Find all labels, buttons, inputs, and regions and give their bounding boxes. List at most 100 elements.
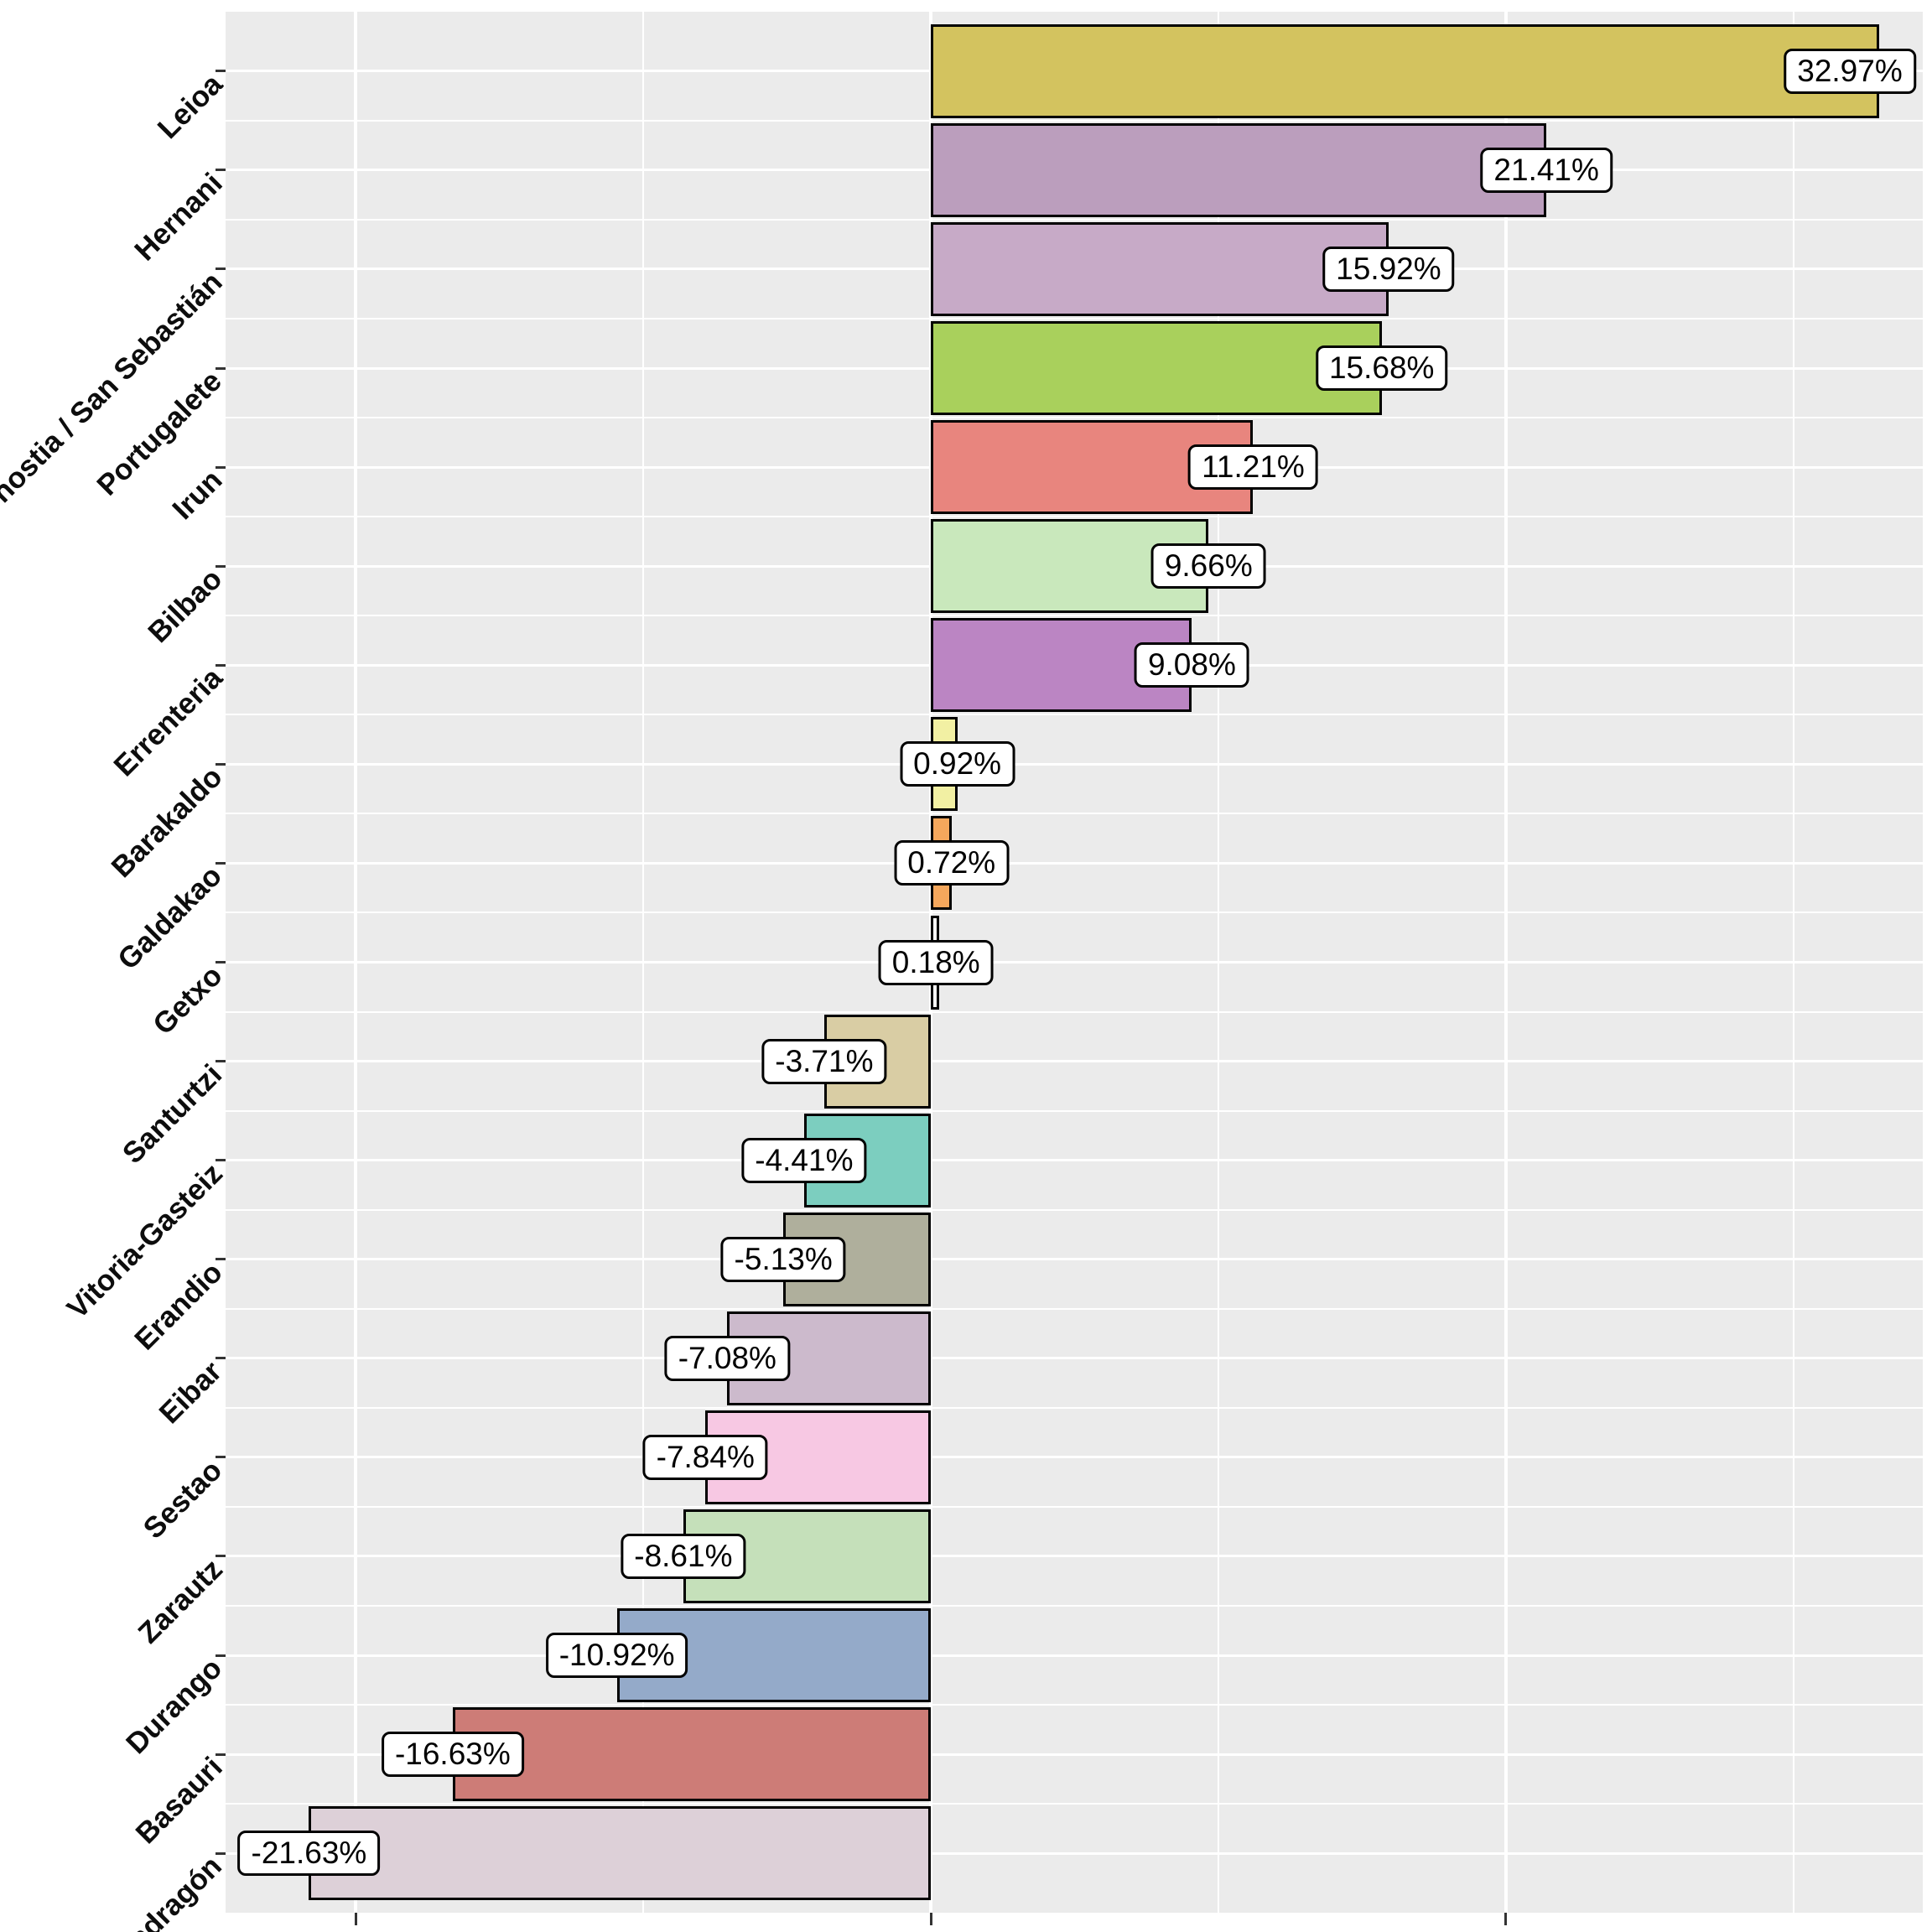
y-axis-label: Erandio (0, 1248, 229, 1357)
y-axis-label: Donostia / San Sebastián (0, 257, 228, 537)
y-major-gridline (226, 1159, 1923, 1162)
y-major-gridline (226, 1654, 1923, 1657)
y-minor-gridline (226, 1505, 1923, 1508)
y-minor-gridline (226, 1307, 1923, 1310)
y-axis-tick (216, 70, 226, 73)
y-major-gridline (226, 1753, 1923, 1756)
bar (931, 420, 1254, 515)
y-minor-gridline (226, 911, 1923, 914)
y-axis-label: Santurtzi (0, 1050, 228, 1169)
y-axis-label: Portugalete (0, 356, 229, 502)
y-minor-gridline (226, 417, 1923, 419)
y-axis-tick (216, 1555, 226, 1558)
y-axis-tick (216, 465, 226, 469)
y-major-gridline (226, 1258, 1923, 1261)
bar (931, 221, 1389, 316)
y-axis-tick (216, 1852, 226, 1855)
bar-value-label: 15.92% (1322, 246, 1455, 292)
y-axis-label-text: Basauri (129, 1750, 229, 1851)
y-minor-gridline (226, 1010, 1923, 1013)
y-minor-gridline (226, 1406, 1923, 1409)
bar (452, 1707, 932, 1802)
y-axis-label: Mondragón (0, 1841, 228, 1932)
y-major-gridline (226, 1060, 1923, 1063)
bar-value-label: -16.63% (381, 1732, 524, 1778)
bar (931, 23, 1879, 118)
y-axis-label-text: Zarautz (131, 1552, 229, 1650)
y-axis-tick (216, 1060, 226, 1063)
y-major-gridline (226, 961, 1923, 963)
y-axis-label: Zarautz (0, 1545, 229, 1650)
y-axis-tick (216, 861, 226, 865)
y-axis-label: Getxo (0, 951, 229, 1041)
y-axis-label-text: Sestao (137, 1453, 229, 1545)
bar (931, 321, 1382, 416)
y-axis-tick (216, 1654, 226, 1657)
y-axis-tick (216, 366, 226, 370)
y-minor-gridline (226, 218, 1923, 221)
y-axis-label: Basauri (0, 1742, 228, 1850)
y-axis-label: Durango (0, 1644, 228, 1760)
x-axis-tick (354, 1913, 357, 1925)
y-major-gridline (226, 762, 1923, 766)
y-axis-label: Barakaldo (0, 752, 228, 884)
x-axis-tick (929, 1913, 932, 1925)
bar-value-label: 32.97% (1784, 48, 1916, 94)
y-minor-gridline (226, 1208, 1923, 1211)
y-axis-label-text: Hernani (127, 166, 229, 267)
y-major-gridline (226, 1555, 1923, 1558)
bar-value-label: 0.92% (900, 741, 1015, 787)
y-axis-label: Errenteria (0, 653, 229, 783)
y-axis-label: Leioa (0, 60, 228, 145)
y-minor-gridline (226, 813, 1923, 815)
bar-value-label: 11.21% (1188, 444, 1318, 491)
bar-value-label: -21.63% (237, 1831, 381, 1877)
y-major-gridline (226, 861, 1923, 865)
y-axis-label: Vitoria-Gasteiz (0, 1149, 228, 1324)
y-axis-tick (216, 1159, 226, 1162)
y-major-gridline (226, 1357, 1923, 1360)
y-axis-tick (216, 961, 226, 963)
bar-value-label: -3.71% (761, 1038, 887, 1084)
y-minor-gridline (226, 1803, 1923, 1805)
bar-value-label: 15.68% (1315, 345, 1448, 392)
bar-value-label: -5.13% (720, 1236, 846, 1282)
y-axis-tick (216, 1753, 226, 1756)
y-axis-tick (216, 169, 226, 172)
y-axis-tick (216, 564, 226, 568)
bar-value-label: 0.18% (878, 939, 994, 985)
bar-value-label: -7.84% (642, 1434, 768, 1480)
y-axis-label: Bilbao (0, 554, 228, 649)
y-minor-gridline (226, 1604, 1923, 1607)
y-axis-tick (216, 762, 226, 766)
y-minor-gridline (226, 615, 1923, 617)
bar-value-label: -7.08% (664, 1335, 790, 1381)
bar (931, 122, 1547, 217)
bar (309, 1806, 932, 1901)
y-major-gridline (226, 1852, 1923, 1855)
bar-value-label: -4.41% (741, 1137, 867, 1183)
y-axis-label: Hernani (0, 158, 229, 267)
y-axis-tick (216, 1258, 226, 1261)
y-axis-label-text: Leioa (151, 67, 229, 145)
bar-value-label: 9.08% (1134, 642, 1249, 688)
plot-panel: 32.97% 21.41% 15.92% 15.68% 11.21% 9.66% 9.08%… (226, 12, 1923, 1913)
y-axis-label: Sestao (0, 1446, 229, 1545)
y-axis-tick (216, 267, 226, 271)
y-minor-gridline (226, 1704, 1923, 1706)
y-axis-tick (216, 1456, 226, 1459)
y-axis-label-text: Erandio (127, 1255, 229, 1357)
y-axis-label: Galdakao (0, 851, 228, 976)
y-axis-tick (216, 1357, 226, 1360)
y-axis-label-text: Getxo (146, 958, 229, 1041)
bar-value-label: 9.66% (1150, 543, 1266, 589)
bar-value-label: -8.61% (621, 1533, 746, 1579)
y-axis-label: Eibar (0, 1347, 228, 1430)
y-axis-label: Irun (0, 455, 228, 526)
y-minor-gridline (226, 516, 1923, 518)
bar-value-label: 21.41% (1480, 147, 1613, 193)
x-axis-tick (1504, 1913, 1508, 1925)
y-minor-gridline (226, 119, 1923, 122)
y-axis-label-text: Eibar (153, 1354, 229, 1431)
